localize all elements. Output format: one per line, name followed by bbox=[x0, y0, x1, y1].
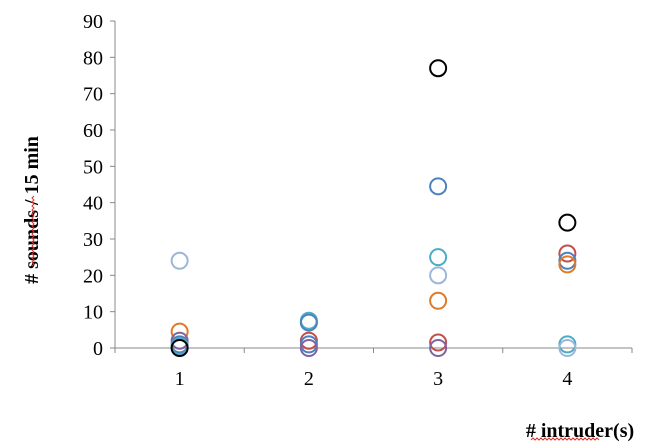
data-point bbox=[299, 313, 318, 332]
data-point bbox=[558, 213, 577, 232]
data-point bbox=[558, 339, 577, 357]
data-point bbox=[170, 339, 189, 357]
data-point bbox=[429, 59, 448, 78]
data-point bbox=[170, 251, 189, 270]
x-tick-label: 2 bbox=[304, 368, 314, 390]
data-point bbox=[299, 339, 318, 357]
y-tick-label: 90 bbox=[83, 11, 103, 33]
data-point bbox=[429, 333, 448, 352]
y-tick-label: 0 bbox=[93, 338, 103, 360]
spellcheck-underline bbox=[31, 195, 35, 267]
data-point bbox=[558, 335, 577, 354]
y-tick-label: 50 bbox=[83, 156, 103, 178]
y-tick-label: 20 bbox=[83, 265, 103, 287]
y-tick-label: 80 bbox=[83, 47, 103, 69]
x-axis-ticks: 1 2 3 4 bbox=[114, 348, 633, 390]
y-tick-label: 30 bbox=[83, 229, 103, 251]
y-axis-ticks: 0 10 20 30 40 50 60 70 80 90 bbox=[83, 11, 115, 360]
x-tick-label: 3 bbox=[433, 368, 443, 390]
y-tick-label: 70 bbox=[83, 84, 103, 106]
y-tick-label: 60 bbox=[83, 120, 103, 142]
data-point bbox=[558, 255, 577, 274]
y-tick-label: 40 bbox=[83, 193, 103, 215]
data-points bbox=[170, 59, 577, 357]
data-point bbox=[429, 248, 448, 267]
data-point bbox=[558, 244, 577, 263]
data-point bbox=[429, 291, 448, 310]
x-tick-label: 4 bbox=[562, 368, 572, 390]
x-axis-title: # intruder(s) bbox=[526, 420, 634, 442]
spellcheck-underline bbox=[530, 437, 600, 441]
data-point bbox=[429, 177, 448, 196]
x-tick-label: 1 bbox=[175, 368, 185, 390]
data-point bbox=[429, 339, 448, 357]
data-point bbox=[299, 335, 318, 354]
data-point bbox=[429, 266, 448, 285]
y-tick-label: 10 bbox=[83, 302, 103, 324]
